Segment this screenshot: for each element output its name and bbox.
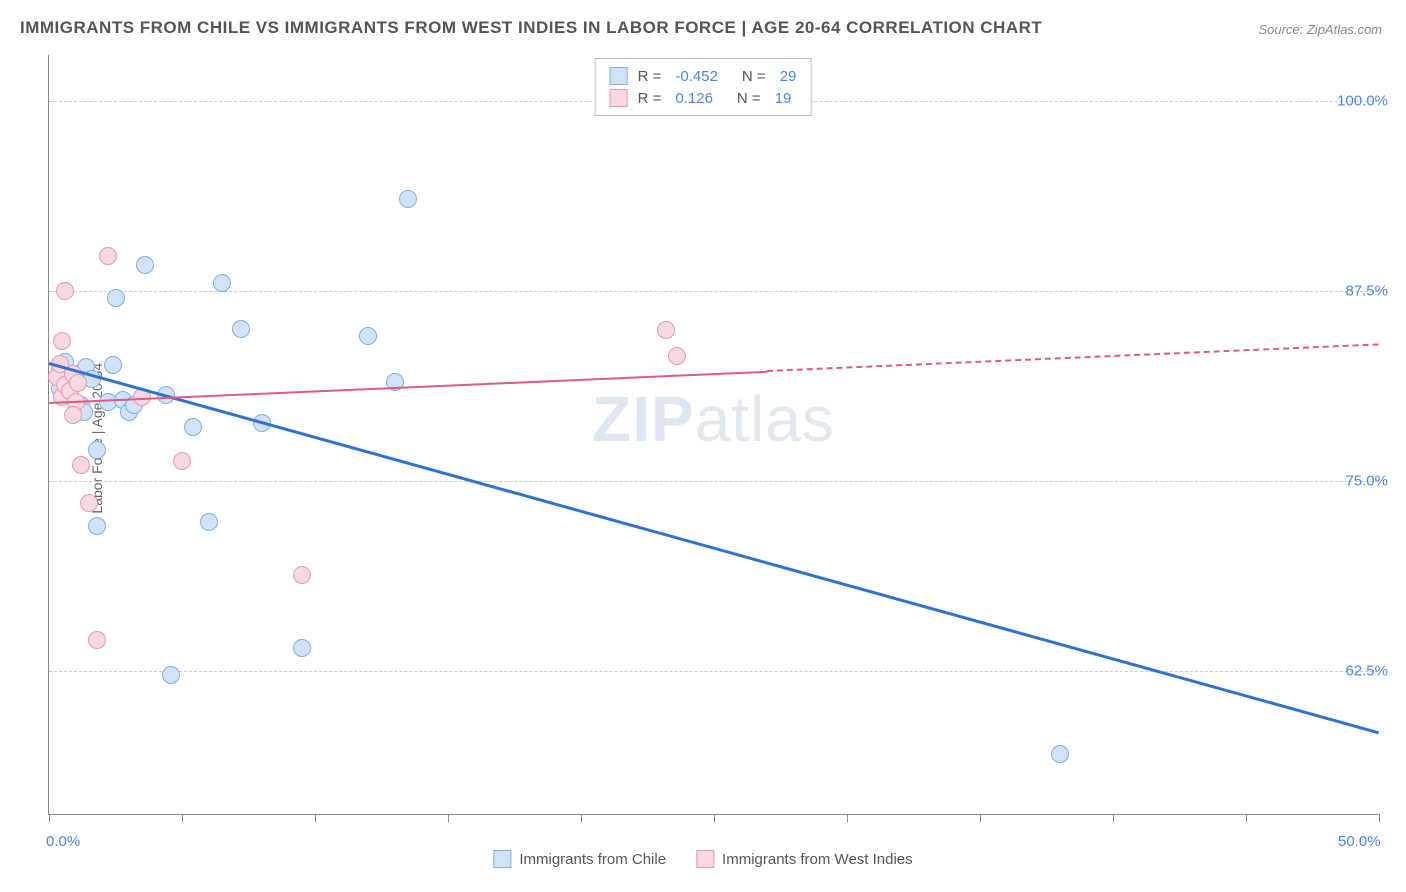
- scatter-point: [136, 256, 154, 274]
- scatter-point: [657, 321, 675, 339]
- legend-swatch: [696, 850, 714, 868]
- legend-n-value: 29: [780, 68, 797, 85]
- watermark: ZIPatlas: [592, 382, 835, 456]
- legend-series-label: Immigrants from West Indies: [722, 851, 913, 868]
- watermark-bold: ZIP: [592, 383, 695, 455]
- legend-row: R = -0.452 N = 29: [610, 65, 797, 87]
- trend-line: [49, 370, 767, 403]
- gridline: [49, 481, 1378, 482]
- legend-series: Immigrants from Chile Immigrants from Wes…: [493, 850, 912, 868]
- x-tick: [448, 814, 449, 822]
- gridline: [49, 291, 1378, 292]
- x-tick: [315, 814, 316, 822]
- scatter-point: [88, 517, 106, 535]
- scatter-point: [88, 631, 106, 649]
- chart-title: IMMIGRANTS FROM CHILE VS IMMIGRANTS FROM…: [20, 18, 1042, 38]
- watermark-thin: atlas: [695, 383, 835, 455]
- scatter-point: [293, 566, 311, 584]
- x-tick: [1113, 814, 1114, 822]
- scatter-point: [72, 456, 90, 474]
- plot-area: ZIPatlas: [48, 55, 1378, 815]
- x-tick: [581, 814, 582, 822]
- y-tick-label: 87.5%: [1345, 282, 1388, 299]
- legend-n-label: N =: [737, 90, 761, 107]
- x-tick: [182, 814, 183, 822]
- legend-correlation: R = -0.452 N = 29 R = 0.126 N = 19: [595, 58, 812, 116]
- scatter-point: [200, 513, 218, 531]
- chart-container: IMMIGRANTS FROM CHILE VS IMMIGRANTS FROM…: [0, 0, 1406, 892]
- x-tick: [714, 814, 715, 822]
- legend-n-value: 19: [775, 90, 792, 107]
- x-tick: [980, 814, 981, 822]
- y-tick-label: 100.0%: [1337, 92, 1388, 109]
- scatter-point: [232, 320, 250, 338]
- scatter-point: [162, 666, 180, 684]
- scatter-point: [213, 274, 231, 292]
- x-tick-label: 0.0%: [46, 833, 80, 850]
- legend-r-label: R =: [638, 68, 662, 85]
- y-tick-label: 62.5%: [1345, 662, 1388, 679]
- legend-swatch: [610, 89, 628, 107]
- scatter-point: [293, 639, 311, 657]
- legend-swatch: [610, 67, 628, 85]
- legend-swatch: [493, 850, 511, 868]
- scatter-point: [53, 332, 71, 350]
- legend-series-item: Immigrants from West Indies: [696, 850, 913, 868]
- legend-r-value: 0.126: [675, 90, 713, 107]
- scatter-point: [107, 289, 125, 307]
- scatter-point: [173, 452, 191, 470]
- source-attribution: Source: ZipAtlas.com: [1258, 22, 1382, 37]
- legend-row: R = 0.126 N = 19: [610, 87, 797, 109]
- scatter-point: [184, 418, 202, 436]
- trend-line: [49, 362, 1380, 734]
- scatter-point: [80, 494, 98, 512]
- x-tick: [847, 814, 848, 822]
- scatter-point: [104, 356, 122, 374]
- scatter-point: [69, 374, 87, 392]
- x-tick: [1246, 814, 1247, 822]
- legend-r-label: R =: [638, 90, 662, 107]
- y-tick-label: 75.0%: [1345, 472, 1388, 489]
- legend-series-item: Immigrants from Chile: [493, 850, 666, 868]
- scatter-point: [88, 441, 106, 459]
- scatter-point: [64, 406, 82, 424]
- scatter-point: [1051, 745, 1069, 763]
- trend-line: [767, 344, 1379, 373]
- scatter-point: [359, 327, 377, 345]
- scatter-point: [668, 347, 686, 365]
- gridline: [49, 671, 1378, 672]
- x-tick-label: 50.0%: [1338, 833, 1381, 850]
- scatter-point: [399, 190, 417, 208]
- x-tick: [49, 814, 50, 822]
- legend-r-value: -0.452: [675, 68, 718, 85]
- legend-n-label: N =: [742, 68, 766, 85]
- scatter-point: [99, 247, 117, 265]
- legend-series-label: Immigrants from Chile: [519, 851, 666, 868]
- scatter-point: [56, 282, 74, 300]
- x-tick: [1379, 814, 1380, 822]
